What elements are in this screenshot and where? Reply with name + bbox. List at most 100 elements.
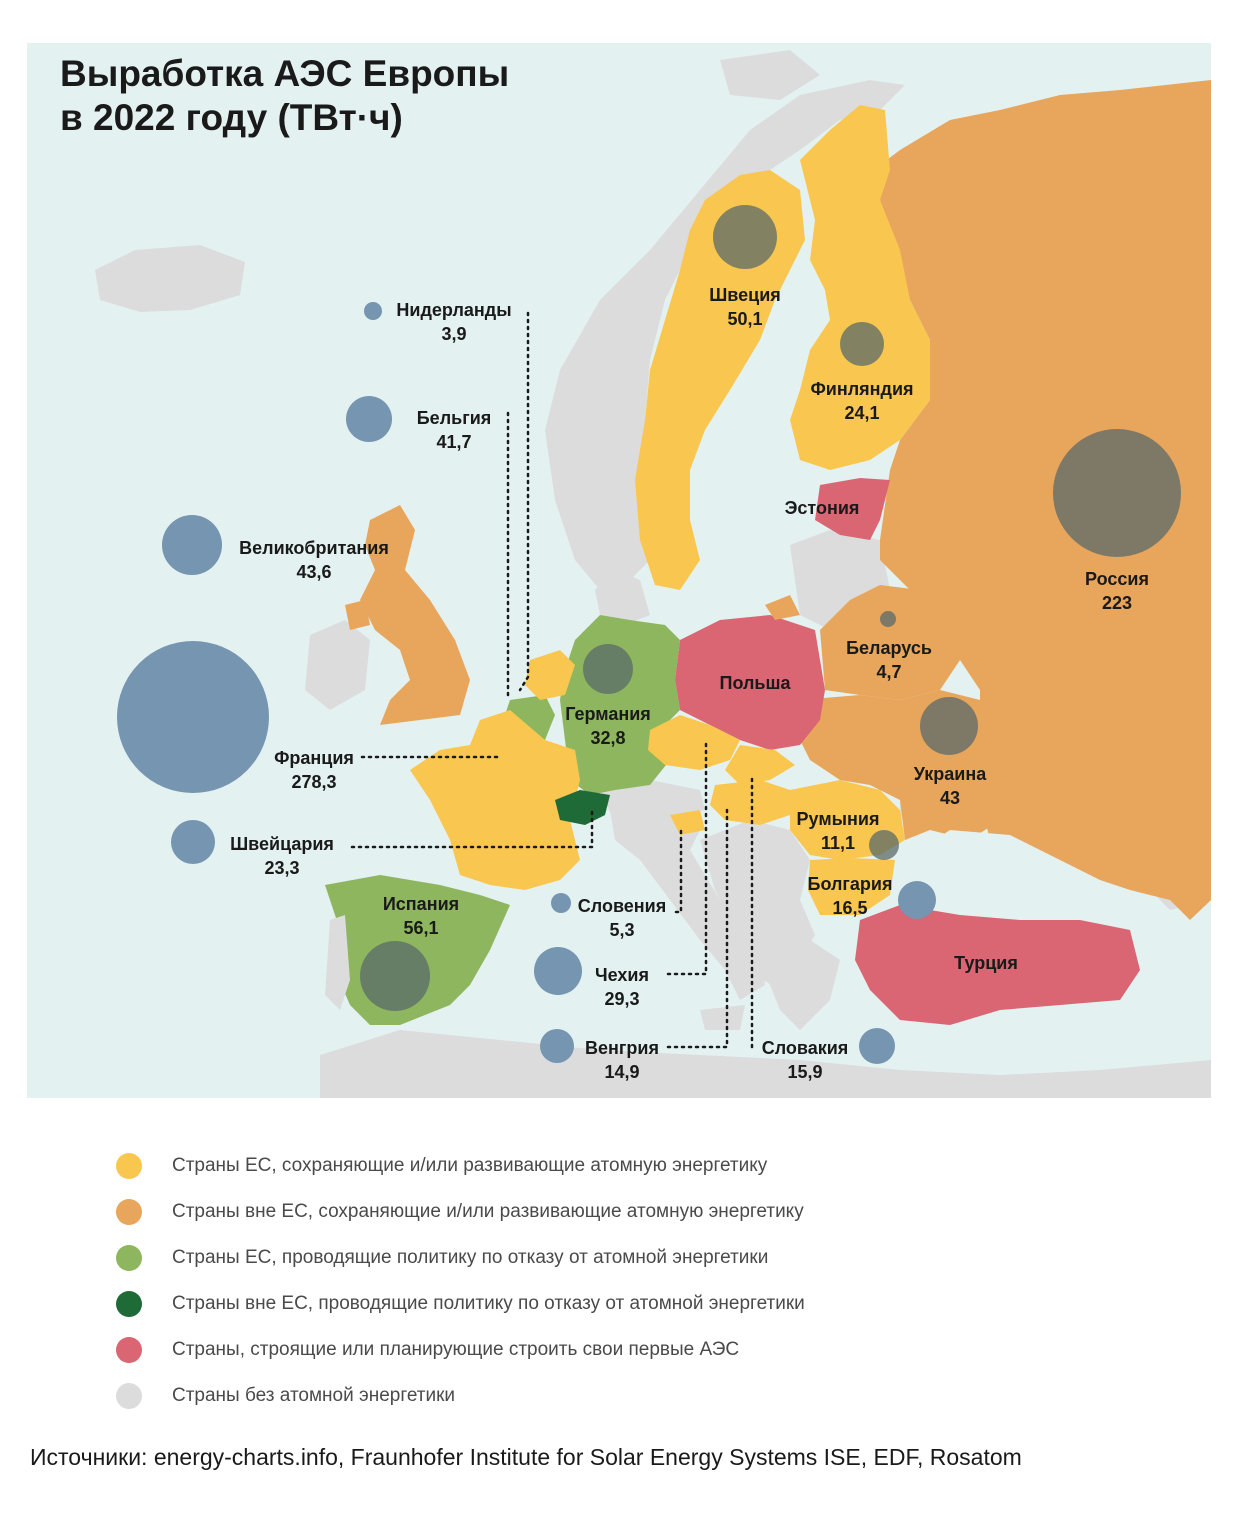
finland-value: 24,1 bbox=[844, 403, 880, 423]
source-note: Источники: energy-charts.info, Fraunhofe… bbox=[30, 1444, 1022, 1470]
slovenia-value: 5,3 bbox=[609, 920, 635, 940]
finland-bubble bbox=[840, 322, 884, 366]
legend-item: Страны ЕС, сохраняющие и/или развивающие… bbox=[116, 1143, 805, 1189]
poland-name: Польша bbox=[719, 673, 791, 693]
slovakia-bubble bbox=[859, 1028, 895, 1064]
sweden-name: Швеция bbox=[709, 285, 781, 305]
belgium-value: 41,7 bbox=[436, 432, 472, 452]
legend-swatch bbox=[116, 1291, 142, 1317]
title-line-1: Выработка АЭС Европы bbox=[60, 53, 510, 94]
sweden-shape bbox=[635, 170, 805, 590]
slovakia-shape bbox=[725, 745, 795, 785]
legend: Страны ЕС, сохраняющие и/или развивающие… bbox=[116, 1143, 805, 1419]
label-bulgaria: Болгария 16,5 bbox=[808, 872, 893, 920]
poland-shape bbox=[675, 615, 825, 750]
hungary-value: 14,9 bbox=[604, 1062, 640, 1082]
balkans-shape bbox=[700, 820, 815, 990]
europe-map bbox=[27, 43, 1211, 1098]
uk-shape bbox=[360, 505, 470, 725]
hungary-bubble bbox=[540, 1029, 574, 1063]
black-sea-shape bbox=[905, 830, 1090, 915]
austria-shape bbox=[600, 780, 705, 815]
finland-name: Финляндия bbox=[810, 379, 914, 399]
switzerland-name: Швейцария bbox=[230, 834, 334, 854]
label-slovenia: Словения 5,3 bbox=[578, 894, 666, 942]
spain-value: 56,1 bbox=[403, 918, 439, 938]
legend-label: Страны, строящие или планирующие строить… bbox=[172, 1339, 740, 1360]
legend-label: Страны вне ЕС, проводящие политику по от… bbox=[172, 1293, 805, 1314]
bulgaria-value: 16,5 bbox=[832, 898, 868, 918]
legend-swatch bbox=[116, 1383, 142, 1409]
label-spain: Испания 56,1 bbox=[383, 892, 459, 940]
label-uk: Великобритания 43,6 bbox=[239, 536, 389, 584]
germany-name: Германия bbox=[565, 704, 651, 724]
bulgaria-name: Болгария bbox=[807, 874, 893, 894]
switzerland-bubble bbox=[171, 820, 215, 864]
slovenia-leader bbox=[674, 828, 683, 914]
romania-value: 11,1 bbox=[820, 833, 856, 853]
netherlands-value: 3,9 bbox=[441, 324, 467, 344]
ukraine-bubble bbox=[920, 697, 978, 755]
label-france: Франция 278,3 bbox=[274, 746, 354, 794]
germany-value: 32,8 bbox=[590, 728, 626, 748]
label-slovakia: Словакия 15,9 bbox=[762, 1036, 849, 1084]
belgium-name: Бельгия bbox=[416, 408, 492, 428]
russia-value: 223 bbox=[1101, 593, 1133, 613]
offmap-bubbles bbox=[117, 302, 936, 1064]
ukraine-value: 43 bbox=[939, 788, 961, 808]
netherlands-bubble bbox=[364, 302, 382, 320]
slovakia-value: 15,9 bbox=[787, 1062, 823, 1082]
france-value: 278,3 bbox=[291, 772, 337, 792]
czechia-bubble bbox=[534, 947, 582, 995]
hungary-name: Венгрия bbox=[585, 1038, 659, 1058]
legend-swatch bbox=[116, 1337, 142, 1363]
czechia-value: 29,3 bbox=[604, 989, 640, 1009]
label-romania: Румыния 11,1 bbox=[797, 807, 880, 855]
ukraine-name: Украина bbox=[913, 764, 987, 784]
spain-name: Испания bbox=[382, 894, 460, 914]
uk-bubble bbox=[162, 515, 222, 575]
label-turkey: Турция bbox=[954, 951, 1018, 975]
label-germany: Германия 32,8 bbox=[565, 702, 651, 750]
russia-bubble bbox=[1053, 429, 1181, 557]
label-poland: Польша bbox=[720, 671, 791, 695]
label-russia: Россия 223 bbox=[1085, 567, 1149, 615]
bulgaria-shape bbox=[808, 858, 895, 915]
legend-label: Страны ЕС, проводящие политику по отказу… bbox=[172, 1247, 769, 1268]
label-hungary: Венгрия 14,9 bbox=[585, 1036, 659, 1084]
page-title: Выработка АЭС Европы в 2022 году (ТВт·ч) bbox=[60, 52, 509, 140]
iceland-shape bbox=[95, 245, 245, 312]
netherlands-name: Нидерланды bbox=[396, 300, 512, 320]
sicily-shape bbox=[700, 1005, 745, 1030]
portugal-shape bbox=[325, 915, 350, 1010]
hungary-leader bbox=[666, 808, 729, 1049]
map-svg bbox=[95, 50, 1211, 1098]
belarus-value: 4,7 bbox=[876, 662, 902, 682]
netherlands-leader bbox=[518, 311, 530, 692]
switzerland-value: 23,3 bbox=[264, 858, 300, 878]
label-belarus: Беларусь 4,7 bbox=[846, 636, 932, 684]
czechia-leader bbox=[666, 738, 708, 976]
switzerland-leader bbox=[350, 810, 594, 849]
leader-lines bbox=[350, 311, 754, 1049]
slovenia-shape bbox=[670, 810, 705, 835]
legend-label: Страны вне ЕС, сохраняющие и/или развива… bbox=[172, 1201, 804, 1222]
norway-shape bbox=[545, 80, 905, 590]
legend-swatch bbox=[116, 1245, 142, 1271]
label-sweden: Швеция 50,1 bbox=[709, 283, 781, 331]
label-belgium: Бельгия 41,7 bbox=[417, 406, 492, 454]
estonia-shape bbox=[815, 478, 890, 540]
germany-bubble bbox=[583, 644, 633, 694]
label-netherlands: Нидерланды 3,9 bbox=[396, 298, 511, 346]
czechia-shape bbox=[648, 715, 740, 770]
france-shape bbox=[410, 710, 580, 890]
finland-shape bbox=[790, 105, 930, 470]
romania-name: Румыния bbox=[796, 809, 880, 829]
belgium-bubble bbox=[346, 396, 392, 442]
legend-item: Страны вне ЕС, проводящие политику по от… bbox=[116, 1281, 805, 1327]
title-line-2: в 2022 году (ТВт·ч) bbox=[60, 97, 403, 138]
greece-shape bbox=[760, 940, 840, 1030]
legend-item: Страны ЕС, проводящие политику по отказу… bbox=[116, 1235, 805, 1281]
denmark-shape bbox=[595, 570, 650, 625]
belarus-shape bbox=[820, 585, 960, 700]
